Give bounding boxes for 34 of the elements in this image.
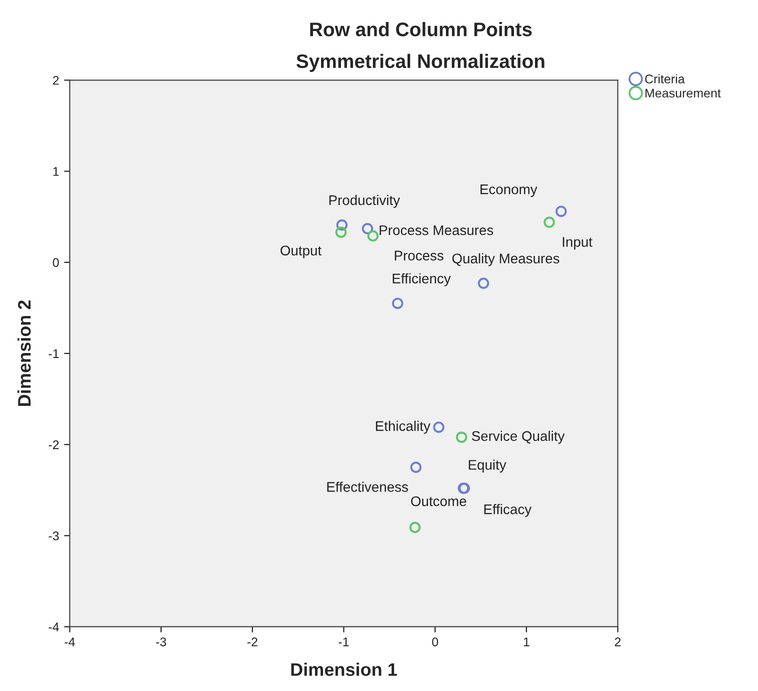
chart-title: Row and Column Points bbox=[310, 22, 532, 36]
x-tick-label: 0 bbox=[432, 637, 438, 646]
annotation: Effectiveness bbox=[327, 482, 408, 492]
legend-label: Measurement bbox=[646, 88, 721, 98]
chart-subtitle: Symmetrical Normalization bbox=[296, 54, 544, 72]
annotation: Equity bbox=[468, 460, 506, 473]
x-tick-label: -1 bbox=[338, 638, 349, 646]
annotation: Service Quality bbox=[472, 430, 565, 444]
legend-label: Criteria bbox=[645, 74, 685, 84]
annotation: Productivity bbox=[329, 194, 400, 208]
annotation: Economy bbox=[480, 184, 538, 197]
y-tick-label: 0 bbox=[52, 258, 59, 267]
annotation: Quality Measures bbox=[452, 253, 560, 266]
y-tick-label: -2 bbox=[48, 440, 59, 450]
annotation: Efficacy bbox=[484, 504, 532, 517]
annotation: Process bbox=[394, 250, 444, 260]
x-tick-label: -3 bbox=[156, 637, 166, 646]
y-tick-label: -3 bbox=[48, 531, 59, 540]
annotation: Efficiency bbox=[392, 273, 451, 286]
x-tick-label: -2 bbox=[247, 637, 258, 646]
x-tick-label: 2 bbox=[614, 637, 621, 646]
y-tick-label: -4 bbox=[48, 622, 59, 632]
annotation: Ethicality bbox=[376, 420, 430, 434]
x-axis-title: Dimension 1 bbox=[291, 662, 397, 676]
y-axis-title: Dimension 2 bbox=[17, 300, 31, 406]
x-tick-label: 1 bbox=[524, 638, 530, 646]
y-tick-label: 1 bbox=[53, 167, 59, 176]
x-tick-label: -4 bbox=[64, 638, 75, 646]
annotation: Process Measures bbox=[380, 225, 494, 236]
annotation: Outcome bbox=[411, 496, 466, 506]
y-tick-label: -1 bbox=[48, 349, 59, 358]
y-tick-label: 2 bbox=[52, 76, 59, 85]
annotation: Input bbox=[562, 237, 592, 250]
annotation: Output bbox=[280, 246, 322, 258]
